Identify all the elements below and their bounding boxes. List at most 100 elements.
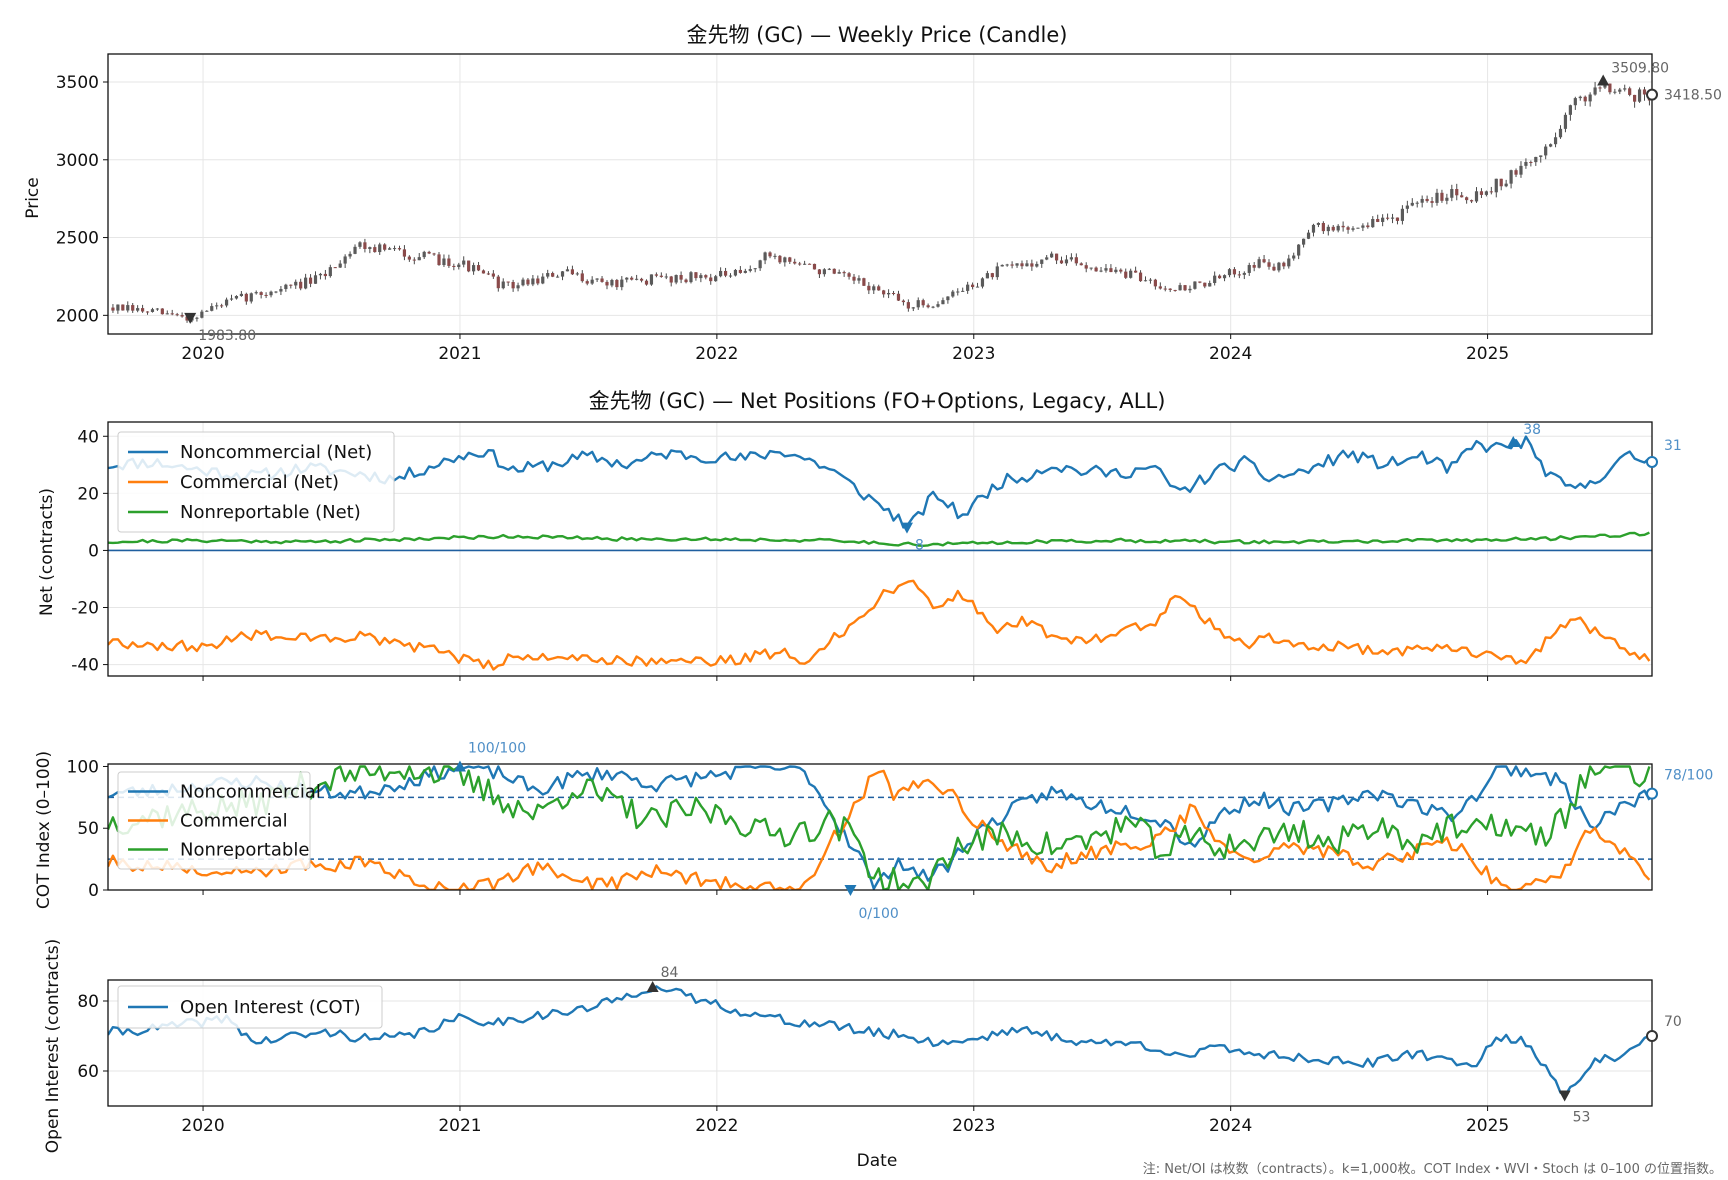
candle-body [1430, 201, 1434, 203]
candle-body [1094, 267, 1098, 272]
candle-body [1148, 279, 1153, 281]
candle-body [254, 292, 258, 294]
net-ytick-label: -20 [71, 599, 99, 619]
cot-annotation-label: 78/100 [1664, 768, 1713, 784]
candle-body [328, 267, 332, 277]
candle-body [131, 305, 135, 311]
candle-body [200, 311, 204, 318]
candle-body [1173, 289, 1177, 291]
candle-body [639, 278, 644, 281]
candle-body [1351, 228, 1355, 230]
price-xtick-label: 2020 [181, 344, 224, 364]
candle-body [1618, 89, 1622, 92]
candle-body [926, 305, 930, 308]
candle-body [580, 273, 584, 282]
candle-body [768, 252, 772, 257]
candle-body [536, 278, 540, 284]
candle-body [901, 300, 906, 303]
candle-body [259, 292, 263, 295]
candle-body [1425, 198, 1429, 202]
candle-body [333, 267, 337, 269]
net-ytick-label: 20 [77, 484, 99, 504]
candle-body [1637, 89, 1642, 102]
candle-body [832, 268, 836, 274]
candle-body [585, 281, 589, 284]
candle-body [1119, 269, 1123, 272]
candle-body [1104, 268, 1108, 271]
legend-label: Nonreportable [180, 840, 309, 861]
candle-body [284, 284, 288, 290]
candle-body [709, 277, 713, 282]
candle-body [1040, 259, 1044, 264]
candle-body [995, 266, 999, 278]
candle-body [388, 248, 392, 250]
oi-xtick-label: 2022 [695, 1116, 738, 1136]
candle-body [600, 278, 604, 282]
candle-body [170, 313, 174, 315]
candle-body [392, 248, 397, 250]
cot-annotation-label: 100/100 [468, 740, 526, 756]
candle-body [625, 277, 629, 280]
cot-ytick-label: 50 [77, 819, 99, 839]
candle-body [615, 279, 619, 288]
oi-lines [108, 985, 1650, 1097]
candle-body [1568, 105, 1572, 115]
candle-body [313, 275, 318, 284]
candle-body [1267, 262, 1271, 267]
candle-body [1035, 263, 1039, 267]
cot-annotation-label: 0/100 [858, 906, 898, 922]
candle-body [1336, 225, 1340, 231]
candle-body [605, 281, 609, 286]
candle-body [422, 251, 426, 258]
candle-body [224, 299, 229, 306]
candle-body [778, 255, 782, 263]
candle-body [1598, 87, 1602, 89]
candle-body [121, 304, 125, 311]
price-candles [111, 79, 1652, 323]
candle-body [694, 272, 698, 279]
candle-body [1005, 264, 1009, 266]
candle-body [1321, 222, 1325, 232]
net-annotation-label: 38 [1523, 422, 1541, 438]
candle-body [753, 268, 757, 270]
candle-body [274, 291, 278, 293]
candle-body [417, 257, 421, 261]
candle-body [1489, 191, 1493, 193]
price-annotation-label: 1983.80 [198, 328, 256, 344]
price-ylabel: Price [23, 177, 43, 218]
candle-body [1381, 217, 1385, 222]
candle-body [338, 263, 342, 268]
candle-body [644, 280, 649, 285]
candle-body [126, 305, 130, 311]
candle-body [817, 269, 822, 275]
price-ytick-label: 3000 [56, 151, 99, 171]
candle-body [343, 256, 347, 264]
candle-body [1183, 285, 1187, 291]
net-frame [107, 421, 1653, 677]
candle-body [140, 308, 145, 312]
candle-body [941, 300, 945, 305]
candle-body [1331, 226, 1335, 231]
candle-body [822, 269, 826, 275]
candle-body [1514, 170, 1518, 175]
candle-body [1203, 282, 1207, 287]
candle-body [318, 273, 323, 276]
candle-body [1509, 170, 1513, 184]
candle-body [1109, 268, 1113, 273]
candle-body [1603, 83, 1607, 88]
candle-body [980, 278, 985, 287]
candle-body [704, 275, 708, 278]
candle-body [1134, 270, 1138, 273]
candle-body [1208, 283, 1212, 287]
candle-body [951, 291, 955, 297]
candle-body [763, 252, 767, 261]
candle-body [1129, 270, 1133, 278]
candle-body [1015, 263, 1019, 266]
candle-body [476, 265, 481, 271]
candle-body [1124, 271, 1128, 278]
candle-body [827, 268, 831, 270]
candle-body [348, 253, 352, 257]
net-ylabel: Net (contracts) [37, 488, 57, 616]
candle-body [1405, 205, 1409, 209]
